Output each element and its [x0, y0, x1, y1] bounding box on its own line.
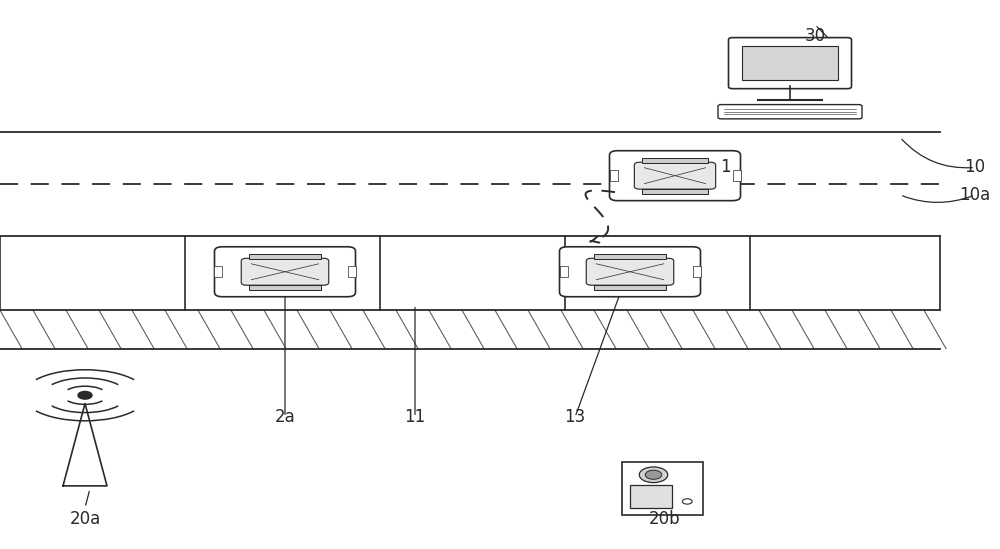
Bar	[610, 170, 618, 181]
FancyBboxPatch shape	[728, 37, 852, 88]
Bar	[742, 46, 838, 80]
Text: 13: 13	[564, 408, 586, 426]
Bar	[630, 485, 672, 508]
FancyBboxPatch shape	[718, 104, 862, 119]
Bar	[594, 254, 666, 259]
Text: 10a: 10a	[959, 186, 991, 204]
Bar	[249, 254, 321, 259]
Bar	[348, 266, 356, 277]
Bar	[214, 266, 222, 277]
FancyBboxPatch shape	[241, 258, 329, 285]
Bar	[560, 266, 568, 277]
Text: 1: 1	[720, 159, 730, 176]
FancyBboxPatch shape	[610, 151, 740, 201]
Text: 30: 30	[804, 27, 826, 44]
Text: 11: 11	[404, 408, 426, 426]
Bar	[692, 266, 700, 277]
FancyBboxPatch shape	[214, 247, 356, 296]
Circle shape	[78, 391, 92, 399]
Bar	[249, 285, 321, 290]
Bar	[732, 170, 740, 181]
Text: 20b: 20b	[649, 510, 681, 528]
Text: 2a: 2a	[275, 408, 295, 426]
Bar	[594, 285, 666, 290]
Bar	[642, 189, 708, 194]
FancyBboxPatch shape	[622, 462, 703, 515]
Circle shape	[645, 470, 662, 479]
FancyBboxPatch shape	[634, 163, 716, 189]
Circle shape	[639, 467, 668, 483]
Circle shape	[682, 499, 692, 504]
Bar	[642, 158, 708, 163]
Text: 20a: 20a	[69, 510, 101, 528]
Polygon shape	[63, 404, 107, 486]
Text: 10: 10	[964, 159, 986, 176]
FancyBboxPatch shape	[586, 258, 674, 285]
FancyBboxPatch shape	[560, 247, 700, 296]
